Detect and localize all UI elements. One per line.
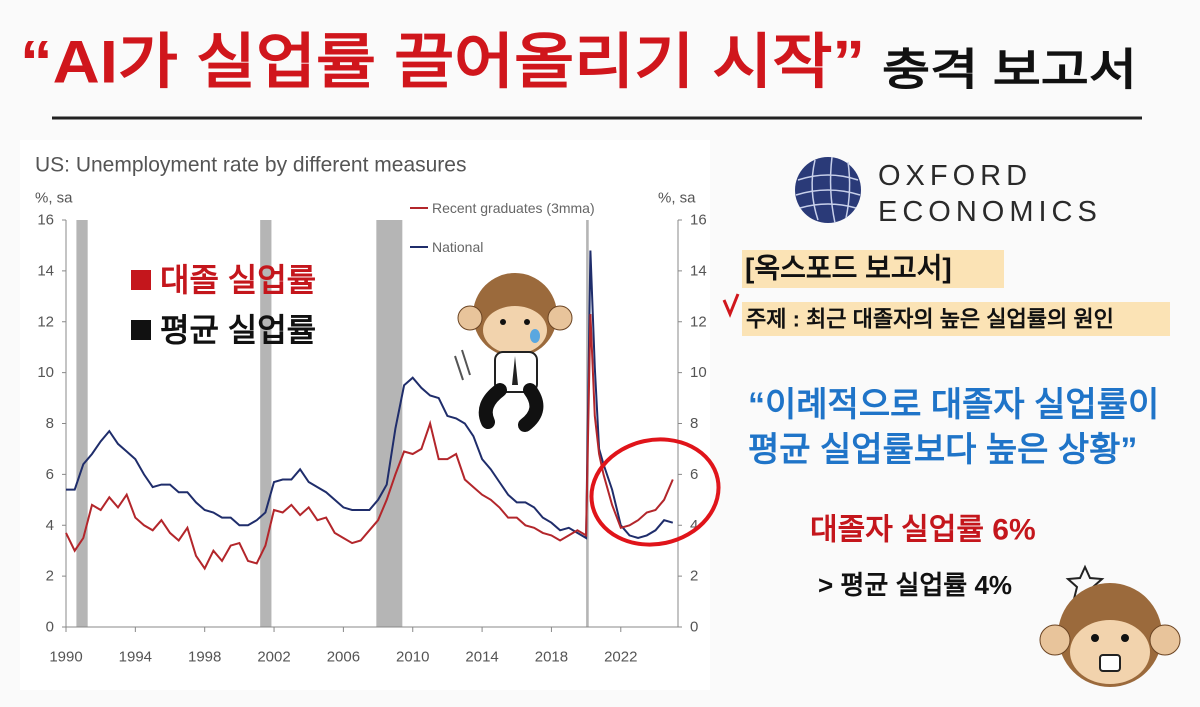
y-tick-label: 0: [46, 619, 54, 636]
y-tick-label: 14: [37, 262, 54, 279]
annotation-graduates: 대졸 실업률: [160, 262, 316, 298]
average-rate: > 평균 실업률 4%: [818, 570, 1012, 600]
legend-square-black: [131, 320, 151, 340]
chart-panel: [20, 140, 710, 690]
oxford-logo: [795, 156, 861, 224]
chart-title: US: Unemployment rate by different measu…: [35, 154, 466, 177]
legend-label: Recent graduates (3mma): [432, 200, 595, 216]
recession-band: [260, 220, 272, 627]
y2-tick-label: 6: [690, 466, 698, 483]
slide-title: “AI가 실업률 끌어올리기 시작”: [20, 29, 865, 96]
y2-tick-label: 0: [690, 619, 698, 636]
x-tick-label: 1998: [188, 649, 221, 666]
x-tick-label: 2022: [604, 649, 637, 666]
legend-label: National: [432, 239, 483, 255]
y-tick-label: 4: [46, 517, 54, 534]
y2-tick-label: 2: [690, 568, 698, 585]
series-line: [66, 250, 674, 540]
y2-tick-label: 12: [690, 313, 707, 330]
x-tick-label: 1994: [119, 649, 152, 666]
check-mark: [722, 293, 740, 318]
x-tick-label: 2018: [535, 649, 568, 666]
graduate-rate: 대졸자 실업률 6%: [810, 514, 1036, 547]
y-tick-label: 16: [37, 212, 54, 229]
y-tick-label: 2: [46, 568, 54, 585]
logo-top: OXFORD: [878, 160, 1032, 192]
y2-tick-label: 14: [690, 262, 707, 279]
plot-area: 0 2 4 6 8 10 12 14 16 0 2 4 6 8 10 12 14 16 1990 1994 1998 20…: [37, 200, 706, 666]
topic-highlight: [742, 302, 1170, 336]
x-tick-label: 2002: [257, 649, 290, 666]
legend-square-red: [131, 270, 151, 290]
y2-tick-label: 8: [690, 415, 698, 432]
monkey-face: [1039, 583, 1181, 687]
logo-bottom: ECONOMICS: [878, 196, 1102, 228]
y-tick-label: 10: [37, 364, 54, 381]
y2-tick-label: 16: [690, 212, 707, 229]
x-tick-label: 2006: [327, 649, 360, 666]
y2-tick-label: 4: [690, 517, 698, 534]
tag-highlight: [742, 250, 1004, 288]
quote-line: “이례적으로 대졸자 실업률이: [748, 386, 1159, 424]
y-axis-unit: %, sa: [35, 190, 73, 207]
x-tick-label: 2014: [465, 649, 498, 666]
highlight-circle: [589, 437, 721, 547]
y-tick-label: 6: [46, 466, 54, 483]
y2-axis-unit: %, sa: [658, 190, 696, 207]
slide-subtitle: 충격 보고서: [882, 46, 1137, 95]
recession-band: [76, 220, 88, 627]
annotation-national: 평균 실업률: [160, 312, 316, 348]
quote-line: 평균 실업률보다 높은 상황”: [748, 431, 1137, 469]
report-topic: 주제 : 최근 대졸자의 높은 실업률의 원인: [746, 307, 1114, 332]
y-tick-label: 8: [46, 415, 54, 432]
y2-tick-label: 10: [690, 364, 707, 381]
monkey-running: [454, 273, 573, 432]
x-tick-label: 2010: [396, 649, 429, 666]
series-line: [65, 314, 674, 571]
recession-band: [376, 220, 403, 627]
report-tag: [옥스포드 보고서]: [745, 253, 952, 284]
y-tick-label: 12: [37, 313, 54, 330]
x-tick-label: 1990: [49, 649, 82, 666]
